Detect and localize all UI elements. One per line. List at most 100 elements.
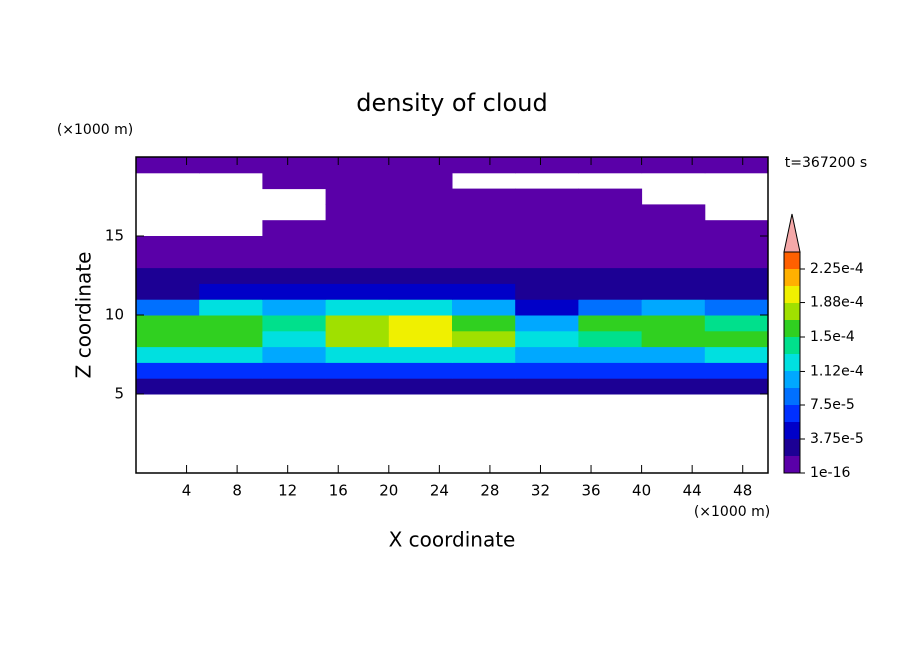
contour-cell	[641, 236, 706, 253]
contour-cell	[262, 220, 327, 237]
colorbar-band	[784, 371, 800, 388]
y-axis-label: Z coordinate	[72, 252, 96, 379]
contour-cell	[388, 283, 453, 300]
contour-cell	[262, 267, 327, 284]
contour-cell	[515, 204, 579, 221]
x-tick-label: 24	[430, 482, 449, 500]
chart-title: density of cloud	[356, 89, 547, 117]
contour-cell	[704, 283, 769, 300]
colorbar-band	[784, 303, 800, 320]
x-tick-label: 8	[232, 482, 242, 500]
contour-cell	[515, 330, 579, 348]
contour-cell	[641, 220, 706, 237]
contour-cell	[262, 172, 327, 190]
contour-cell	[136, 251, 200, 269]
contour-cell	[452, 204, 516, 221]
colorbar-band	[784, 439, 800, 456]
contour-cell	[325, 299, 390, 316]
contour-cell	[262, 157, 327, 174]
contour-cell	[388, 362, 453, 379]
contour-cell	[515, 236, 579, 253]
contour-cell	[578, 188, 643, 205]
contour-cell	[136, 283, 200, 300]
contour-cell	[578, 220, 643, 237]
x-tick-label: 36	[581, 482, 600, 500]
contour-cell	[388, 299, 453, 316]
contour-cell	[388, 220, 453, 237]
contour-cell	[704, 220, 769, 237]
time-label: t=367200 s	[785, 155, 867, 171]
colorbar-extension	[783, 213, 801, 253]
contour-cell	[262, 346, 327, 363]
x-tick-label: 28	[480, 482, 499, 500]
contour-cell	[641, 346, 706, 363]
contour-cell	[704, 362, 769, 379]
y-tick-label: 15	[105, 227, 124, 245]
contour-cell	[262, 236, 327, 253]
colorbar-band	[784, 269, 800, 286]
contour-cell	[262, 299, 327, 316]
x-tick-label: 12	[278, 482, 297, 500]
contour-cell	[136, 378, 200, 395]
colorbar-frame	[783, 251, 801, 474]
colorbar-band	[784, 422, 800, 439]
contour-cell	[199, 236, 263, 253]
contour-cell	[262, 251, 327, 269]
contour-cell	[199, 283, 263, 300]
contour-cell	[641, 251, 706, 269]
contour-cell	[641, 362, 706, 379]
contour-cell	[388, 172, 453, 190]
colorbar-tick-label: 1.12e-4	[810, 363, 864, 379]
contour-cell	[704, 251, 769, 269]
contour-cell	[136, 362, 200, 379]
contour-cell	[452, 157, 516, 174]
contour-cell	[262, 315, 327, 332]
contour-cell	[136, 299, 200, 316]
contour-cell	[325, 204, 390, 221]
contour-cell	[578, 362, 643, 379]
y-unit: (×1000 m)	[57, 122, 133, 138]
contour-cell	[452, 378, 516, 395]
contour-cell	[704, 378, 769, 395]
contour-cell	[325, 157, 390, 174]
contour-cell	[325, 220, 390, 237]
x-tick-label: 20	[379, 482, 398, 500]
contour-cell	[515, 267, 579, 284]
contour-cell	[136, 157, 200, 174]
x-tick-label: 32	[531, 482, 550, 500]
contour-cell	[578, 330, 643, 348]
contour-cell	[641, 378, 706, 395]
contour-cell	[325, 283, 390, 300]
contour-cell	[578, 283, 643, 300]
contour-cell	[515, 346, 579, 363]
contour-cell	[199, 346, 263, 363]
contour-cell	[388, 346, 453, 363]
contour-cell	[325, 188, 390, 205]
contour-cell	[578, 378, 643, 395]
contour-cell	[262, 362, 327, 379]
contour-cell	[578, 267, 643, 284]
contour-cell	[325, 251, 390, 269]
contour-cell	[325, 236, 390, 253]
colorbar-band	[784, 337, 800, 354]
contour-cell	[515, 157, 579, 174]
contour-cell	[641, 157, 706, 174]
colorbar-band	[784, 286, 800, 303]
x-tick-label: 16	[329, 482, 348, 500]
contour-cell	[704, 315, 769, 332]
contour-cell	[199, 299, 263, 316]
contour-cell	[388, 204, 453, 221]
contour-cell	[704, 236, 769, 253]
contour-cell	[262, 330, 327, 348]
contour-cell	[388, 330, 453, 348]
colorbar-tick-label: 1e-16	[810, 465, 850, 481]
contour-cell	[452, 267, 516, 284]
contour-cell	[262, 283, 327, 300]
contour-cell	[199, 251, 263, 269]
contour-cell	[641, 204, 706, 221]
contour-cell	[388, 188, 453, 205]
contour-cell	[136, 330, 200, 348]
colorbar-tick-label: 3.75e-5	[810, 431, 864, 447]
contour-cell	[515, 251, 579, 269]
contour-cell	[641, 267, 706, 284]
